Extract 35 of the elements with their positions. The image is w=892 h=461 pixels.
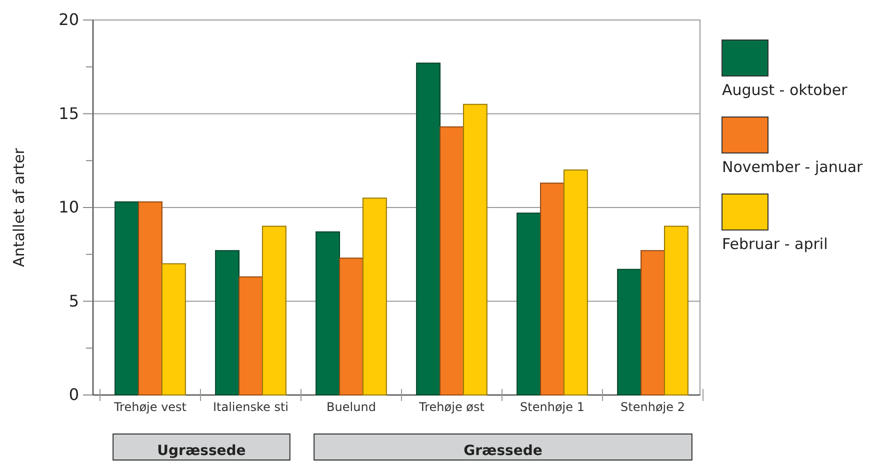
y-tick-label: 15 xyxy=(58,104,79,123)
legend-label: Februar - april xyxy=(722,235,828,253)
x-tick-label: Trehøje vest xyxy=(112,400,187,414)
bar xyxy=(114,201,140,396)
bar xyxy=(462,104,488,396)
x-tick-label: Trehøje øst xyxy=(418,400,485,414)
x-tick-label: Stenhøje 1 xyxy=(520,400,584,414)
y-tick-label: 10 xyxy=(58,198,79,217)
bar xyxy=(640,250,665,396)
bar xyxy=(516,212,542,396)
bar xyxy=(440,126,464,396)
legend-label: November - januar xyxy=(722,158,864,176)
y-tick-label: 5 xyxy=(68,291,79,310)
bar xyxy=(339,258,364,396)
x-tick-label: Buelund xyxy=(326,400,376,414)
bar xyxy=(262,226,286,396)
bar xyxy=(138,201,162,396)
bar xyxy=(540,182,564,396)
bar xyxy=(238,276,263,396)
y-axis-title: Antallet af arter xyxy=(10,147,28,267)
y-tick-label: 20 xyxy=(58,10,79,30)
x-tick-label: Italienske sti xyxy=(212,400,288,414)
y-tick-label: 0 xyxy=(68,385,79,404)
bar xyxy=(563,170,588,396)
text: Græssede xyxy=(464,443,542,459)
bar xyxy=(362,198,387,396)
legend-label: August - oktober xyxy=(722,81,848,99)
bar xyxy=(664,226,688,396)
bar xyxy=(316,231,340,396)
text: Ugræssede xyxy=(157,443,246,459)
bar xyxy=(215,250,240,396)
x-tick-label: Stenhøje 2 xyxy=(620,400,685,414)
bar xyxy=(617,268,642,396)
bar xyxy=(161,263,186,396)
bar xyxy=(416,62,441,396)
